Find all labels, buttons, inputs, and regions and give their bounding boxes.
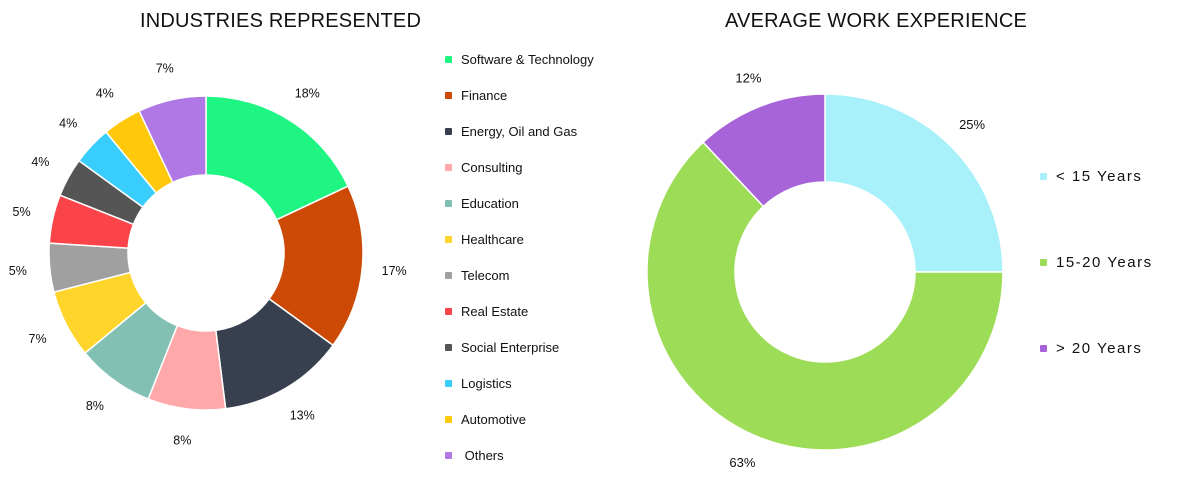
experience-legend-label: 15-20 Years bbox=[1056, 254, 1153, 271]
industries-legend-label: Software & Technology bbox=[461, 52, 594, 67]
industries-legend-item: Finance bbox=[445, 88, 507, 103]
industries-legend-item: Education bbox=[445, 196, 519, 211]
industries-legend-label: Logistics bbox=[461, 376, 512, 391]
experience-slice-label-2: 63% bbox=[729, 455, 755, 470]
industries-legend-item: Energy, Oil and Gas bbox=[445, 124, 577, 139]
industries-legend-item: Others bbox=[445, 448, 504, 463]
industries-slice-12 bbox=[138, 95, 207, 184]
industries-legend-item: Social Enterprise bbox=[445, 340, 559, 355]
industries-legend-item: Real Estate bbox=[445, 304, 528, 319]
industries-legend-swatch bbox=[445, 416, 452, 423]
industries-legend-item: Telecom bbox=[445, 268, 509, 283]
industries-legend-label: Consulting bbox=[461, 160, 523, 175]
experience-slice-3 bbox=[702, 93, 826, 208]
industries-slice-1 bbox=[205, 95, 350, 221]
industries-legend-label: Healthcare bbox=[461, 232, 524, 247]
industries-slice-label-6: 7% bbox=[29, 332, 47, 346]
industries-legend-swatch bbox=[445, 56, 452, 63]
industries-legend-item: Software & Technology bbox=[445, 52, 594, 67]
experience-slice-label-3: 12% bbox=[735, 71, 761, 86]
experience-legend-label: > 20 Years bbox=[1056, 340, 1143, 357]
experience-legend-label: < 15 Years bbox=[1056, 168, 1143, 185]
industries-legend-swatch bbox=[445, 200, 452, 207]
industries-legend-swatch bbox=[445, 92, 452, 99]
industries-legend-label: Real Estate bbox=[461, 304, 529, 319]
industries-legend-label: Telecom bbox=[461, 268, 510, 283]
industries-legend-label: Education bbox=[461, 196, 519, 211]
industries-slice-label-11: 4% bbox=[96, 86, 114, 100]
industries-legend-swatch bbox=[445, 128, 452, 135]
industries-legend-swatch bbox=[445, 380, 452, 387]
experience-legend-item: < 15 Years bbox=[1040, 168, 1142, 185]
experience-legend-swatch bbox=[1040, 173, 1047, 180]
experience-legend-item: > 20 Years bbox=[1040, 340, 1142, 357]
industries-legend-label: Automotive bbox=[461, 412, 527, 427]
experience-slice-2 bbox=[646, 141, 1004, 451]
industries-chart-title: INDUSTRIES REPRESENTED bbox=[140, 10, 422, 32]
industries-slice-label-9: 4% bbox=[31, 155, 49, 169]
industries-legend-item: Consulting bbox=[445, 160, 522, 175]
industries-legend-swatch bbox=[445, 452, 452, 459]
industries-legend-swatch bbox=[445, 236, 452, 243]
industries-legend-swatch bbox=[445, 164, 452, 171]
industries-slice-label-8: 5% bbox=[13, 205, 31, 219]
industries-legend-swatch bbox=[445, 308, 452, 315]
industries-legend-item: Automotive bbox=[445, 412, 526, 427]
industries-legend-label: Finance bbox=[461, 88, 508, 103]
industries-slice-label-5: 8% bbox=[86, 399, 104, 413]
experience-legend-swatch bbox=[1040, 345, 1047, 352]
industries-slice-label-10: 4% bbox=[59, 117, 77, 131]
industries-slice-2 bbox=[268, 185, 364, 347]
experience-chart-title: AVERAGE WORK EXPERIENCE bbox=[725, 10, 1028, 32]
experience-legend-swatch bbox=[1040, 259, 1047, 266]
industries-legend-label: Energy, Oil and Gas bbox=[461, 124, 578, 139]
industries-slice-label-1: 18% bbox=[295, 86, 320, 100]
industries-slice-label-2: 17% bbox=[382, 264, 407, 278]
industries-legend-label: Others bbox=[461, 448, 504, 463]
experience-slice-1 bbox=[824, 93, 1004, 273]
industries-legend-label: Social Enterprise bbox=[461, 340, 560, 355]
industries-legend-swatch bbox=[445, 272, 452, 279]
industries-legend-item: Healthcare bbox=[445, 232, 524, 247]
industries-legend-swatch bbox=[445, 344, 452, 351]
industries-slice-label-12: 7% bbox=[156, 62, 174, 76]
experience-legend-item: 15-20 Years bbox=[1040, 254, 1153, 271]
industries-legend-item: Logistics bbox=[445, 376, 512, 391]
industries-slice-label-3: 13% bbox=[290, 409, 315, 423]
industries-slice-label-7: 5% bbox=[9, 264, 27, 278]
experience-slice-label-1: 25% bbox=[959, 117, 985, 132]
industries-slice-label-4: 8% bbox=[173, 434, 191, 448]
